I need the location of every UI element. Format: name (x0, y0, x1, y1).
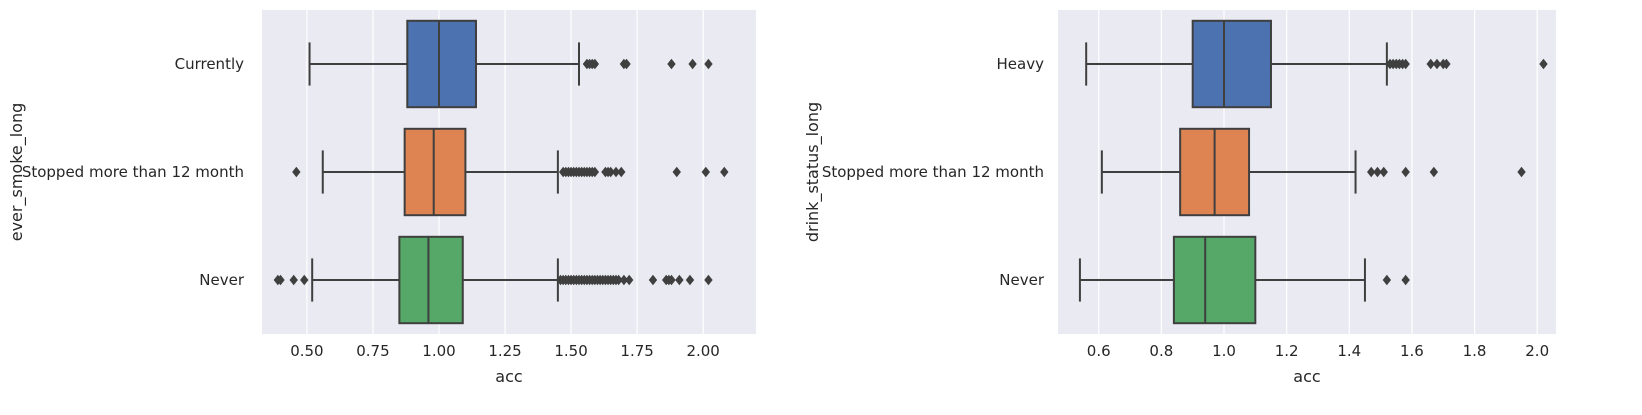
y-tick-label: Heavy (997, 55, 1045, 73)
outlier-point (1401, 58, 1410, 70)
outlier-point (292, 166, 301, 178)
x-axis-label: acc (1293, 367, 1320, 386)
outlier-point (701, 166, 711, 178)
outlier-point (1379, 166, 1388, 178)
x-tick-label: 1.75 (620, 342, 653, 360)
box-iqr (1191, 19, 1272, 109)
boxplot-panel-drink-status: 0.6 0.8 1.0 1.2 1.4 1.6 1.8 2.0 acc drink_status_… (803, 10, 1556, 386)
outlier-point (617, 166, 626, 178)
outlier-point (720, 166, 729, 178)
outlier-point (1429, 166, 1439, 178)
x-axis-label: acc (495, 367, 522, 386)
y-tick-label: Never (199, 271, 245, 289)
x-tick-label: 1.4 (1337, 342, 1361, 360)
outlier-point (1539, 58, 1548, 70)
y-axis-label: drink_status_long (803, 102, 823, 242)
outlier-point (648, 274, 658, 286)
x-tick-label: 0.8 (1149, 342, 1173, 360)
x-tick-label: 1.25 (488, 342, 521, 360)
outlier-point (1432, 58, 1442, 70)
outlier-point (300, 274, 309, 286)
x-tick-label: 1.50 (554, 342, 587, 360)
x-tick-label: 1.8 (1463, 342, 1487, 360)
y-tick-label: Stopped more than 12 month (822, 163, 1044, 181)
outlier-point (622, 58, 631, 70)
x-tick-label: 2.00 (686, 342, 719, 360)
outlier-point (614, 274, 623, 286)
box-iqr (398, 235, 464, 325)
outlier-point (1373, 166, 1382, 178)
outlier-point (611, 166, 621, 178)
y-tick-label: Currently (175, 55, 245, 73)
outlier-point (675, 274, 684, 286)
outlier-point (1401, 274, 1410, 286)
box-iqr (406, 19, 477, 109)
outlier-point (1382, 274, 1392, 286)
y-axis-label: ever_smoke_long (7, 103, 27, 242)
x-tick-label: 0.6 (1087, 342, 1111, 360)
outlier-point (704, 58, 713, 70)
outlier-point (289, 274, 298, 286)
outlier-point (1367, 166, 1376, 178)
x-tick-label: 1.0 (1212, 342, 1236, 360)
boxplot-panel-ever-smoke: 0.50 0.75 1.00 1.25 1.50 1.75 2.00 acc ever_smok… (7, 10, 756, 386)
outlier-point (590, 58, 600, 70)
outlier-point (619, 274, 629, 286)
outlier-point (1517, 166, 1526, 178)
x-tick-label: 1.6 (1400, 342, 1424, 360)
x-tick-label: 1.2 (1275, 342, 1299, 360)
outlier-point (1442, 58, 1451, 70)
outlier-point (606, 166, 615, 178)
outlier-point (688, 58, 697, 70)
outlier-point (685, 274, 695, 286)
y-tick-label: Stopped more than 12 month (22, 163, 244, 181)
x-tick-label: 1.00 (422, 342, 455, 360)
outlier-point (1426, 58, 1435, 70)
outlier-point (667, 58, 676, 70)
box-iqr (403, 127, 467, 217)
outlier-point (704, 274, 713, 286)
x-tick-label: 2.0 (1525, 342, 1549, 360)
outlier-point (1401, 166, 1410, 178)
outlier-point (590, 166, 600, 178)
outlier-point (672, 166, 681, 178)
x-tick-label: 0.50 (290, 342, 323, 360)
y-tick-label: Never (999, 271, 1045, 289)
x-tick-label: 0.75 (356, 342, 389, 360)
box-iqr (1172, 235, 1257, 325)
outlier-point (276, 274, 285, 286)
outlier-point (667, 274, 676, 286)
outlier-point (624, 274, 634, 286)
